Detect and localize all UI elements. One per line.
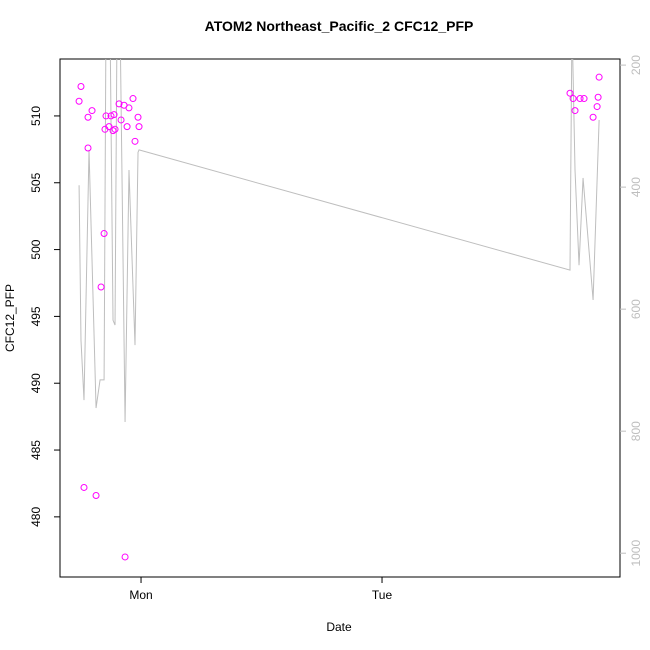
y2-tick-label: 600 — [629, 299, 643, 319]
y-axis-title: CFC12_PFP — [3, 284, 17, 352]
point — [115, 100, 123, 108]
line — [78, 59, 600, 423]
point — [84, 144, 92, 152]
point — [594, 93, 602, 101]
y-tick-label: 485 — [29, 440, 43, 460]
point — [121, 553, 129, 561]
point — [580, 95, 588, 103]
point — [97, 283, 105, 291]
point — [80, 483, 88, 491]
point — [129, 95, 137, 103]
y-tick-label: 480 — [29, 507, 43, 527]
point — [84, 113, 92, 121]
y2-tick-label: 1000 — [629, 540, 643, 567]
y2-tick-label: 200 — [629, 55, 643, 75]
point — [135, 123, 143, 131]
point — [111, 125, 119, 133]
point — [117, 116, 125, 124]
point — [102, 112, 110, 120]
y2-tick-label: 800 — [629, 421, 643, 441]
point — [589, 113, 597, 121]
y-tick-label: 490 — [29, 373, 43, 393]
point — [123, 123, 131, 131]
point — [566, 89, 574, 97]
chart-title: ATOM2 Northeast_Pacific_2 CFC12_PFP — [205, 18, 474, 34]
y-tick-label: 510 — [29, 106, 43, 126]
y2-tick-label: 400 — [629, 177, 643, 197]
x-axis-title: Date — [326, 620, 352, 634]
y-tick-label: 505 — [29, 172, 43, 192]
point — [125, 104, 133, 112]
point — [92, 491, 100, 499]
x-tick-label: Mon — [129, 588, 152, 602]
point — [110, 111, 118, 119]
plot-area — [75, 59, 603, 561]
point — [88, 107, 96, 115]
point — [100, 230, 108, 238]
point — [576, 95, 584, 103]
point — [593, 103, 601, 111]
y-tick-label: 495 — [29, 306, 43, 326]
point — [569, 95, 577, 103]
point — [134, 113, 142, 121]
point — [571, 107, 579, 115]
point — [105, 123, 113, 131]
point — [75, 97, 83, 105]
point — [595, 73, 603, 81]
point — [77, 83, 85, 91]
y-tick-label: 500 — [29, 239, 43, 259]
x-tick-label: Tue — [372, 588, 393, 602]
point — [131, 137, 139, 145]
point — [109, 127, 117, 135]
plot-box — [59, 58, 621, 578]
